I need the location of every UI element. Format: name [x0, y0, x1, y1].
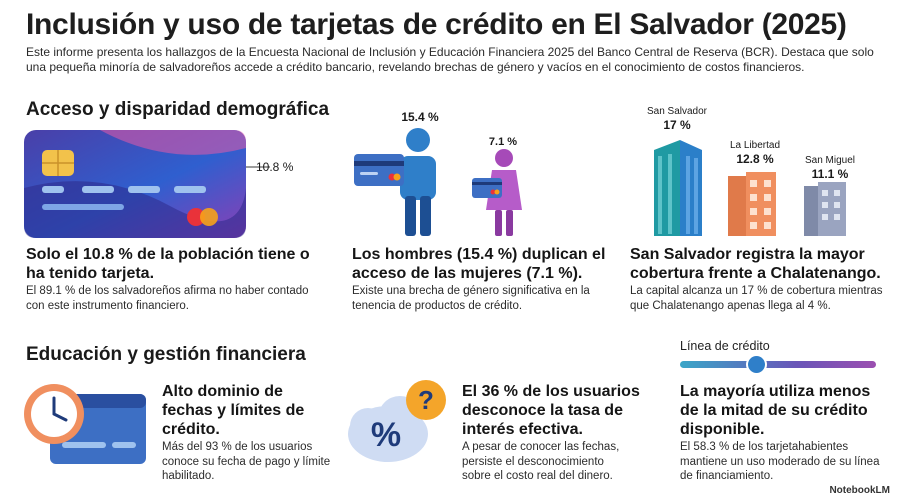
page-title: Inclusión y uso de tarjetas de crédito e… — [26, 8, 847, 41]
credit-line-knob[interactable] — [747, 356, 765, 373]
svg-text:?: ? — [418, 385, 434, 415]
percent-question-icon: ? % — [348, 380, 446, 462]
section-title-education: Educación y gestión financiera — [26, 344, 306, 365]
brand-label: NotebookLM — [829, 485, 890, 496]
credit-line-label: Línea de crédito — [680, 339, 770, 353]
usage-body: El 58.3 % de los tarjetahabientes mantie… — [680, 441, 880, 482]
svg-text:%: % — [371, 416, 401, 454]
rate-heading: El 36 % de los usuarios desconoce la tas… — [462, 383, 640, 438]
gender-heading: Los hombres (15.4 %) duplican el acceso … — [352, 246, 606, 282]
card-heading: Solo el 10.8 % de la población tiene o h… — [26, 246, 310, 282]
brand-text: NotebookLM — [829, 485, 890, 496]
women-value-label: 7.1 % — [488, 136, 518, 148]
region-value-la-libertad: 12.8 % — [736, 152, 774, 166]
men-value-label: 15.4 % — [401, 110, 439, 124]
rate-body: A pesar de conocer las fechas, persiste … — [462, 441, 620, 482]
credit-card-icon — [24, 130, 270, 238]
section-title-access: Acceso y disparidad demográfica — [26, 99, 330, 120]
card-body: El 89.1 % de los salvadoreños afirma no … — [26, 285, 309, 312]
dates-heading: Alto dominio de fechas y límites de créd… — [162, 383, 305, 438]
calendar-clock-icon — [24, 384, 146, 464]
region-name-san-miguel: San Miguel — [804, 155, 856, 166]
dates-body: Más del 93 % de los usuarios conoce su f… — [162, 441, 331, 482]
regions-body: La capital alcanza un 17 % de cobertura … — [630, 285, 883, 312]
regions-heading: San Salvador registra la mayor cobertura… — [630, 246, 881, 282]
gender-people-icon — [354, 128, 522, 236]
gender-body: Existe una brecha de género significativ… — [352, 285, 590, 312]
intro-text: Este informe presenta los hallazgos de l… — [26, 45, 874, 74]
region-name-la-libertad: La Libertad — [729, 140, 781, 151]
card-value-label: 10.8 % — [256, 160, 294, 174]
region-value-san-salvador: 17 % — [663, 118, 691, 132]
region-name-san-salvador: San Salvador — [646, 106, 708, 117]
usage-heading: La mayoría utiliza menos de la mitad de … — [680, 383, 871, 438]
credit-line-track — [680, 356, 876, 373]
buildings-icon — [654, 140, 846, 236]
region-value-san-miguel: 11.1 % — [811, 167, 849, 181]
